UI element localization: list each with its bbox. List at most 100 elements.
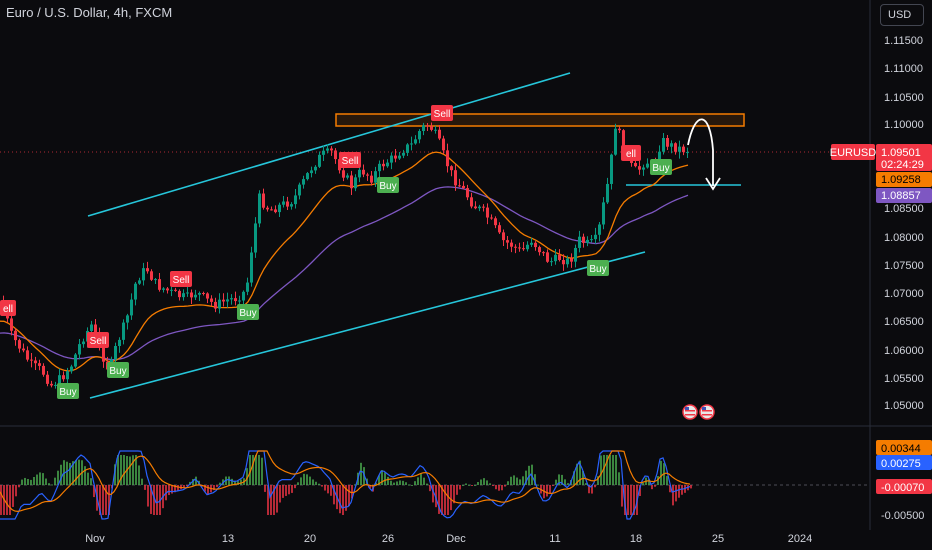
macd-histogram-bar: [417, 477, 419, 485]
macd-histogram-bar: [456, 485, 458, 495]
macd-histogram-bar: [75, 460, 77, 485]
signal-badge[interactable]: [339, 152, 361, 168]
macd-line: [0, 450, 691, 520]
macd-histogram-bar: [237, 481, 239, 485]
price-tick-label: 1.11000: [884, 63, 923, 75]
macd-histogram-bar: [609, 455, 611, 485]
ema-slow-text: 1.08857: [881, 190, 921, 202]
macd-histogram-bar: [666, 476, 668, 485]
macd-histogram-bar: [447, 485, 449, 515]
macd-histogram-bar: [93, 485, 95, 498]
candle-body: [634, 162, 637, 167]
macd-histogram-bar: [690, 485, 692, 489]
signal-badge[interactable]: [621, 145, 641, 161]
macd-histogram-bar: [12, 485, 14, 507]
signal-badge[interactable]: [377, 177, 399, 193]
macd-histogram-bar: [186, 485, 188, 486]
macd-histogram-bar: [183, 485, 185, 488]
candle-body: [642, 167, 645, 170]
signal-badge[interactable]: [587, 260, 609, 276]
macd-histogram-bar: [516, 477, 518, 485]
candle-body: [566, 258, 569, 265]
candle-body: [162, 288, 165, 290]
candle-body: [470, 197, 473, 207]
candle-body: [490, 217, 493, 219]
candle-body: [234, 298, 237, 302]
candle-body: [194, 294, 197, 298]
price-tick-label: 1.06500: [884, 316, 924, 328]
macd-histogram-bar: [312, 479, 314, 485]
macd-histogram-bar: [405, 482, 407, 485]
signal-badge[interactable]: [650, 159, 672, 175]
macd-histogram-bar: [387, 476, 389, 485]
macd-histogram-bar: [177, 485, 179, 491]
candle-body: [282, 201, 285, 205]
signal-label: Sell: [173, 275, 190, 286]
candle-body: [570, 258, 573, 262]
signal-label: Buy: [109, 366, 126, 377]
macd-histogram-bar: [561, 474, 563, 485]
signal-badge[interactable]: [170, 271, 192, 287]
macd-histogram-bar: [657, 476, 659, 485]
signal-label: Sell: [342, 156, 359, 167]
macd-histogram-bar: [402, 480, 404, 485]
candle-body: [58, 375, 61, 385]
resistance-zone[interactable]: [335, 113, 745, 127]
signal-badge[interactable]: [237, 304, 259, 320]
candle-body: [398, 155, 401, 159]
macd-histogram-bar: [213, 485, 215, 491]
time-tick-label: 20: [304, 533, 316, 545]
macd-histogram-bar: [660, 460, 662, 485]
economic-events[interactable]: [682, 404, 715, 420]
macd-histogram-bar: [255, 455, 257, 485]
macd-histogram-bar: [192, 479, 194, 485]
channel-lower-line[interactable]: [89, 251, 646, 399]
macd-histogram-bar: [411, 484, 413, 486]
macd-histogram-bar: [672, 485, 674, 506]
symbol-tag[interactable]: EURUSD: [830, 144, 877, 160]
macd-histogram-bar: [450, 485, 452, 511]
signal-badge[interactable]: [0, 300, 16, 316]
candle-body: [318, 154, 321, 167]
macd-histogram-bar: [474, 484, 476, 486]
macd-histogram-bar: [45, 478, 47, 485]
macd-histogram-bar: [117, 455, 119, 485]
candle-body: [138, 280, 141, 284]
candle-body: [82, 341, 85, 345]
macd-histogram-bar: [294, 485, 296, 489]
macd-histogram-bar: [444, 485, 446, 515]
macd-histogram-bar: [300, 477, 302, 485]
candle-body: [226, 299, 229, 302]
time-tick-label: Nov: [85, 533, 105, 545]
macd-histogram-bar: [483, 478, 485, 485]
candle-body: [614, 128, 617, 155]
macd-histogram-bar: [285, 485, 287, 496]
candle-body: [102, 344, 105, 362]
macd-histogram-bar: [276, 485, 278, 513]
currency-button[interactable]: USD: [880, 4, 924, 26]
channel-upper-line[interactable]: [87, 72, 571, 217]
candle-body: [662, 138, 665, 152]
signal-label: Buy: [59, 387, 76, 398]
candle-body: [42, 365, 45, 375]
candle-body: [146, 268, 149, 272]
macd-histogram-bar: [504, 485, 506, 487]
candle-body: [434, 129, 437, 131]
candle-body: [466, 188, 469, 198]
macd-histogram-bar: [465, 483, 467, 485]
signal-badge[interactable]: [107, 362, 129, 378]
macd-histogram-bar: [414, 481, 416, 485]
macd-histogram-bar: [384, 472, 386, 485]
signal-badge[interactable]: [57, 383, 79, 399]
signal-badge[interactable]: [431, 105, 453, 121]
candle-body: [602, 202, 605, 225]
price-tick-label: 1.05500: [884, 373, 924, 385]
time-tick-label: 26: [382, 533, 394, 545]
macd-histogram-bar: [291, 485, 293, 493]
macd-histogram-bar: [144, 485, 146, 490]
macd-histogram-bar: [6, 485, 8, 515]
time-tick-label: Dec: [446, 533, 466, 545]
macd-histogram-bar: [60, 464, 62, 485]
signal-badge[interactable]: [87, 332, 109, 348]
